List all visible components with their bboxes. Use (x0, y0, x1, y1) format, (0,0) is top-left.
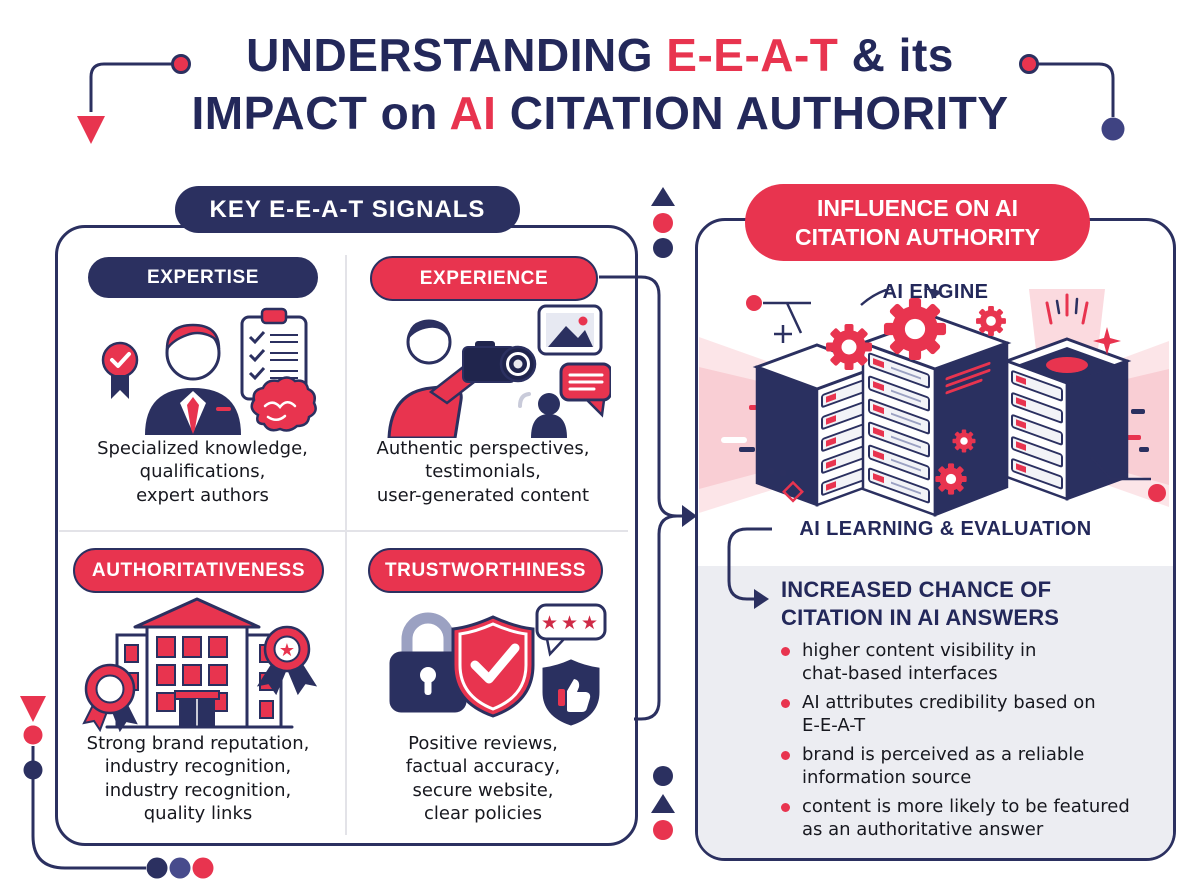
trustworthiness-text: Positive reviews, factual accuracy, secu… (405, 733, 561, 825)
influence-header-pill: INFLUENCE ON AI CITATION AUTHORITY (745, 184, 1090, 261)
experience-label: EXPERIENCE (419, 267, 549, 289)
bullet-text: brand is perceived as a reliable informa… (802, 744, 1085, 788)
gear-icon (826, 324, 872, 370)
title-line2-post: CITATION AUTHORITY (496, 87, 1009, 139)
gear-icon (883, 297, 947, 361)
gutter-bottom-decor (651, 766, 675, 840)
title-line1-pre: UNDERSTANDING (246, 29, 667, 81)
gear-icon (952, 429, 976, 453)
key-signals-header-label: KEY E-E-A-T SIGNALS (209, 195, 486, 223)
expertise-label: EXPERTISE (146, 266, 260, 288)
bullet-dot-icon (781, 647, 790, 657)
quadrant-divider-vertical (345, 255, 347, 835)
bullet-text: content is more likely to be featured as… (802, 796, 1130, 840)
outcome-heading: INCREASED CHANCE OF CITATION IN AI ANSWE… (781, 577, 1060, 631)
experience-text: Authentic perspectives, testimonials, us… (376, 438, 590, 506)
authoritativeness-icon: ★ (82, 597, 318, 732)
bullet-dot-icon (781, 699, 790, 709)
experience-icon (387, 304, 611, 438)
quadrant-divider-horizontal (59, 530, 628, 532)
bullet-dot-icon (781, 751, 790, 761)
server-tower-left (752, 343, 882, 507)
authoritativeness-text: Strong brand reputation, industry recogn… (86, 733, 310, 825)
authoritativeness-pill: AUTHORITATIVENESS (73, 548, 324, 593)
gear-icon (935, 463, 967, 495)
title-line1-accent: E-E-A-T (666, 29, 839, 81)
expertise-text: Specialized knowledge, qualifications, e… (97, 438, 308, 506)
ai-engine-illustration-icon (699, 289, 1169, 517)
red-dot-icon (653, 820, 673, 840)
gear-icon (976, 306, 1006, 336)
influence-panel: AI ENGINE (695, 218, 1176, 861)
cycle-arrow-icon (860, 289, 942, 306)
trustworthiness-pill: TRUSTWORTHINESS (368, 548, 603, 593)
gutter-top-decor (651, 187, 675, 258)
navy-dot-icon (653, 766, 673, 786)
server-tower-right (1002, 337, 1132, 501)
up-triangle-icon (651, 794, 675, 813)
bullet-text: higher content visibility in chat-based … (802, 640, 1037, 684)
title-line1-post: & its (838, 29, 954, 81)
sparkle-decor-icon (746, 295, 1166, 503)
svg-text:★: ★ (279, 640, 295, 661)
bullet-text: AI attributes credibility based on E-E-A… (802, 692, 1096, 736)
list-item: brand is perceived as a reliable informa… (781, 744, 1153, 789)
list-item: higher content visibility in chat-based … (781, 640, 1153, 685)
trustworthiness-label: TRUSTWORTHINESS (384, 559, 587, 581)
title-line-1: UNDERSTANDING E-E-A-T & its (0, 26, 1200, 84)
page-title: UNDERSTANDING E-E-A-T & its IMPACT on AI… (0, 26, 1200, 142)
bullet-dot-icon (781, 803, 790, 813)
authoritativeness-label: AUTHORITATIVENESS (91, 559, 306, 581)
trustworthiness-icon: ★★★ (389, 603, 607, 726)
title-line-2: IMPACT on AI CITATION AUTHORITY (0, 84, 1200, 142)
red-dot-icon (653, 213, 673, 233)
outcome-section: INCREASED CHANCE OF CITATION IN AI ANSWE… (698, 566, 1173, 858)
title-line2-accent: AI (449, 87, 497, 139)
outcome-bullet-list: higher content visibility in chat-based … (781, 640, 1153, 841)
navy-dot-icon (653, 238, 673, 258)
ai-learning-label: AI LEARNING & EVALUATION (799, 518, 1092, 540)
title-line2-pre: IMPACT on (191, 87, 450, 139)
up-triangle-icon (651, 187, 675, 206)
key-signals-header-pill: KEY E-E-A-T SIGNALS (175, 186, 520, 233)
expertise-pill: EXPERTISE (88, 257, 318, 298)
list-item: AI attributes credibility based on E-E-A… (781, 692, 1153, 737)
list-item: content is more likely to be featured as… (781, 796, 1153, 841)
svg-text:★★★: ★★★ (541, 612, 601, 634)
experience-pill: EXPERIENCE (370, 256, 598, 301)
expertise-icon (101, 307, 317, 435)
